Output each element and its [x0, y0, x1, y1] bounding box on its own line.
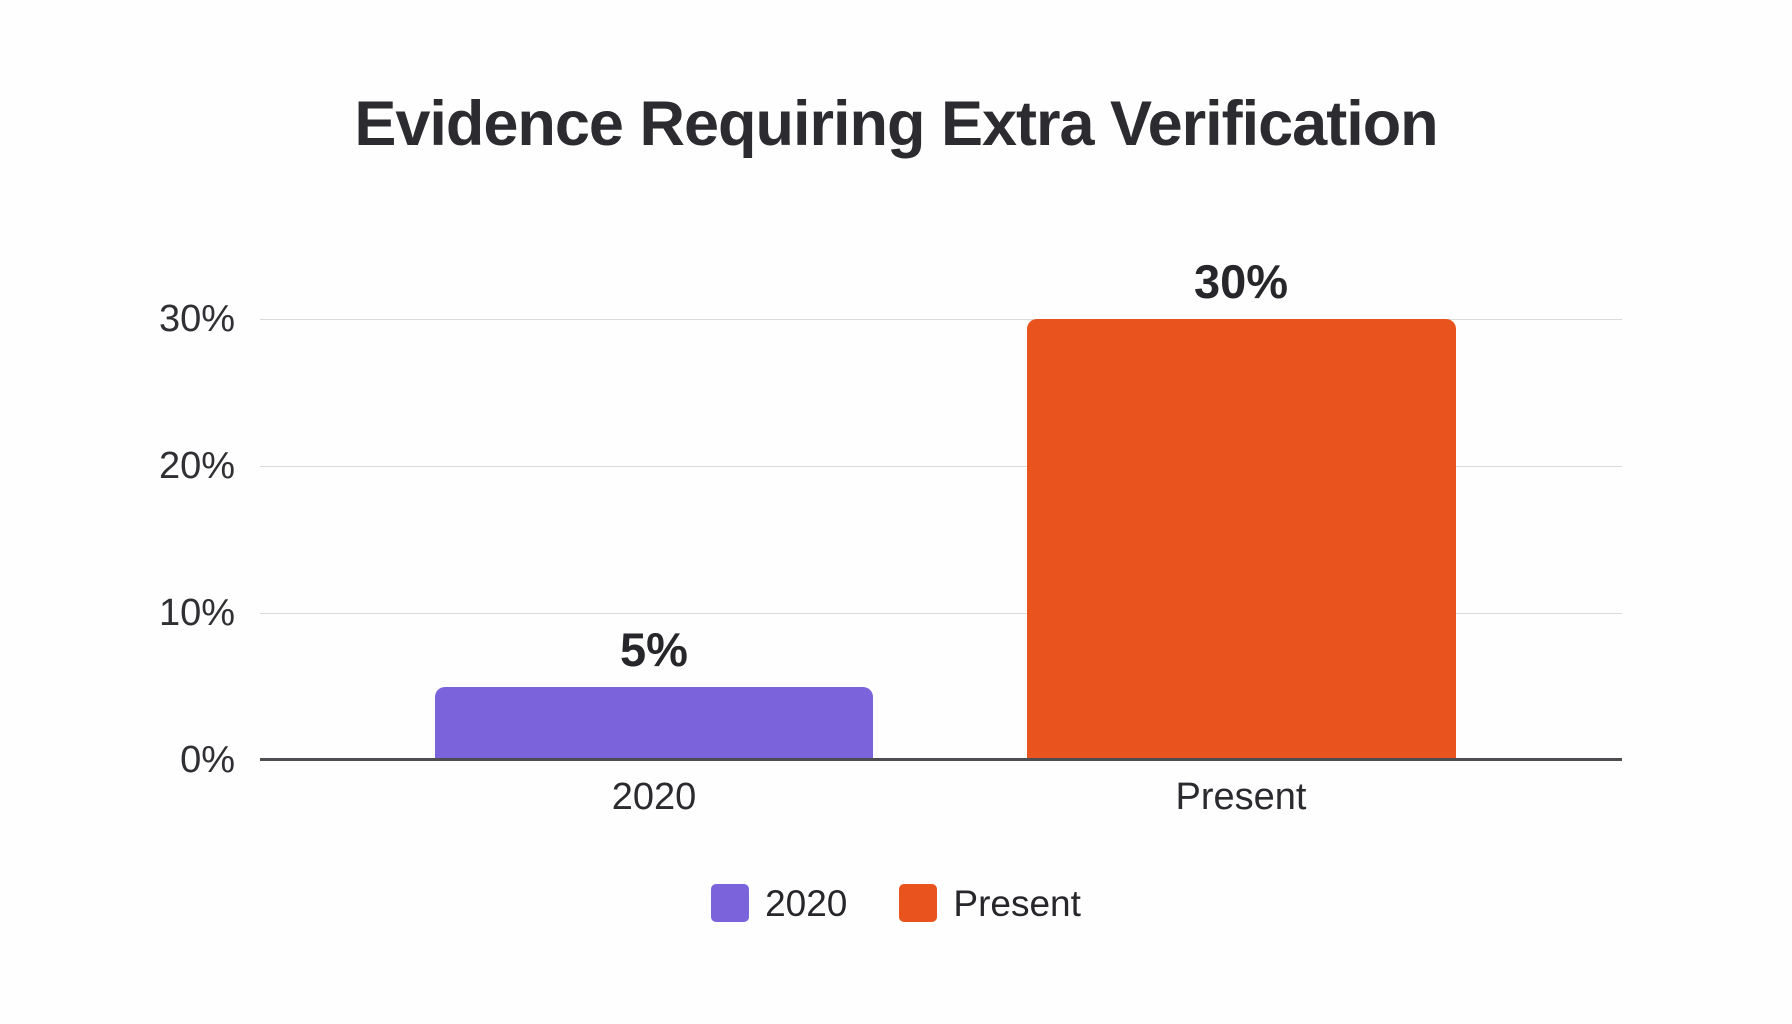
- value-label-present: 30%: [1193, 255, 1289, 309]
- legend-label-2020: 2020: [765, 882, 848, 924]
- legend-label-present: Present: [953, 882, 1081, 924]
- chart-title: Evidence Requiring Extra Verification: [354, 89, 1438, 159]
- gridline-10: [260, 613, 1622, 615]
- y-tick-label-20: 20%: [158, 445, 235, 488]
- value-label-2020: 5%: [620, 622, 688, 676]
- x-axis-label-2020: 2020: [611, 776, 697, 818]
- y-tick-label-10: 10%: [158, 592, 235, 635]
- legend-item-present: Present: [899, 884, 1081, 922]
- bar-2020: [435, 686, 873, 760]
- y-tick-label-0: 0%: [180, 739, 235, 781]
- legend-swatch-2020: [711, 884, 750, 922]
- gridline-30: [260, 319, 1622, 321]
- x-axis-line: [260, 758, 1622, 761]
- y-tick-label-30: 30%: [158, 298, 235, 341]
- x-axis-label-present: Present: [1175, 776, 1307, 818]
- legend-item-2020: 2020: [711, 884, 847, 922]
- legend: 2020 Present: [0, 884, 1792, 922]
- plot-area: 0% 10% 20% 30% 5% 2020 30% Present: [159, 250, 1622, 816]
- gridline-20: [260, 466, 1622, 468]
- bar-present: [1026, 319, 1456, 760]
- legend-swatch-present: [899, 884, 938, 922]
